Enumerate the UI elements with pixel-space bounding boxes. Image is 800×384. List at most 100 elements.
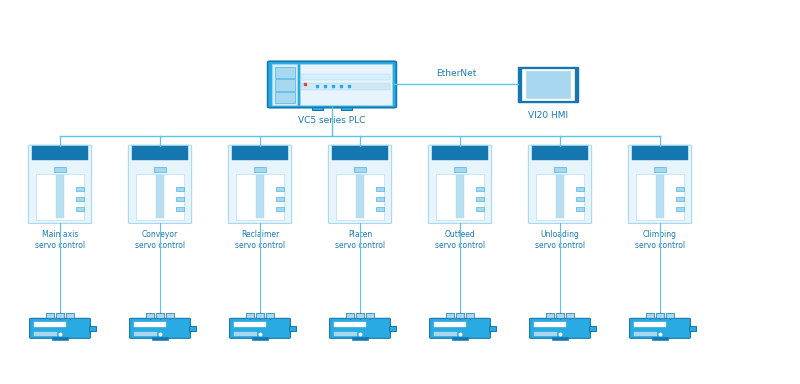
FancyBboxPatch shape xyxy=(29,145,91,223)
Bar xyxy=(54,167,66,172)
Bar xyxy=(632,146,688,160)
FancyBboxPatch shape xyxy=(329,145,392,223)
Bar xyxy=(176,187,184,191)
Bar xyxy=(134,332,158,336)
Bar xyxy=(546,313,554,318)
Bar xyxy=(301,83,390,90)
Bar xyxy=(575,187,583,191)
Bar xyxy=(332,146,389,160)
FancyBboxPatch shape xyxy=(230,318,290,338)
Bar xyxy=(56,313,64,318)
Bar xyxy=(534,332,558,336)
Bar xyxy=(489,326,496,331)
Bar xyxy=(256,313,264,318)
FancyBboxPatch shape xyxy=(530,318,590,338)
Bar xyxy=(475,207,483,211)
Bar xyxy=(131,146,189,160)
Bar xyxy=(434,322,466,328)
FancyBboxPatch shape xyxy=(128,145,192,223)
Bar xyxy=(66,313,74,318)
Bar xyxy=(656,313,664,318)
Bar xyxy=(75,187,83,191)
Bar xyxy=(166,313,174,318)
Bar xyxy=(275,187,284,191)
Bar xyxy=(532,146,588,160)
Text: Main axis
servo control: Main axis servo control xyxy=(35,230,85,250)
Bar xyxy=(234,322,266,328)
Bar xyxy=(446,313,454,318)
Bar xyxy=(341,106,352,111)
Bar xyxy=(232,146,289,160)
Bar xyxy=(56,175,64,218)
Bar xyxy=(334,322,366,328)
Bar xyxy=(522,69,574,100)
Bar xyxy=(275,92,294,103)
Bar xyxy=(552,337,568,340)
Bar xyxy=(37,174,83,220)
Bar xyxy=(675,207,683,211)
FancyBboxPatch shape xyxy=(130,318,190,338)
Bar xyxy=(518,67,578,102)
Bar xyxy=(575,197,583,201)
Bar xyxy=(646,313,654,318)
Bar xyxy=(154,167,166,172)
Bar xyxy=(246,313,254,318)
Bar xyxy=(566,313,574,318)
Bar xyxy=(32,146,88,160)
Bar xyxy=(234,332,258,336)
Text: Conveyor
servo control: Conveyor servo control xyxy=(135,230,185,250)
Bar xyxy=(52,337,68,340)
Bar xyxy=(189,326,196,331)
Bar xyxy=(452,337,468,340)
Bar xyxy=(689,326,696,331)
Bar xyxy=(356,175,364,218)
Bar xyxy=(337,174,384,220)
FancyBboxPatch shape xyxy=(30,318,90,338)
Text: Platen
servo control: Platen servo control xyxy=(335,230,385,250)
Bar xyxy=(346,313,354,318)
FancyBboxPatch shape xyxy=(330,318,390,338)
Text: VI20 HMI: VI20 HMI xyxy=(528,111,568,120)
Bar xyxy=(156,313,164,318)
FancyBboxPatch shape xyxy=(629,145,691,223)
Bar xyxy=(475,187,483,191)
Text: Reclaimer
servo control: Reclaimer servo control xyxy=(235,230,285,250)
Bar xyxy=(376,207,384,211)
Bar xyxy=(652,337,668,340)
Bar xyxy=(432,146,488,160)
FancyBboxPatch shape xyxy=(267,61,397,108)
Bar xyxy=(275,67,294,78)
FancyBboxPatch shape xyxy=(430,318,490,338)
Text: VC5 series PLC: VC5 series PLC xyxy=(298,116,366,125)
Bar xyxy=(146,313,154,318)
Bar xyxy=(536,174,584,220)
Bar xyxy=(237,174,284,220)
Bar xyxy=(256,175,264,218)
Bar xyxy=(312,106,323,111)
Bar xyxy=(466,313,474,318)
Bar xyxy=(275,197,284,201)
Bar xyxy=(637,174,683,220)
Bar xyxy=(75,197,83,201)
Bar xyxy=(554,167,566,172)
Text: Climbing
servo control: Climbing servo control xyxy=(635,230,685,250)
Bar xyxy=(366,313,374,318)
Bar xyxy=(152,337,168,340)
Bar xyxy=(275,207,284,211)
Bar xyxy=(275,79,294,91)
Bar xyxy=(526,71,570,98)
Bar xyxy=(634,322,666,328)
Bar xyxy=(437,174,483,220)
Bar xyxy=(252,337,268,340)
Bar xyxy=(454,167,466,172)
Bar xyxy=(666,313,674,318)
Bar xyxy=(301,74,390,80)
Bar xyxy=(89,326,96,331)
Bar xyxy=(376,187,384,191)
Bar xyxy=(156,175,164,218)
Bar xyxy=(75,207,83,211)
Bar xyxy=(176,207,184,211)
FancyBboxPatch shape xyxy=(630,318,690,338)
FancyBboxPatch shape xyxy=(528,145,591,223)
Bar xyxy=(299,64,392,106)
